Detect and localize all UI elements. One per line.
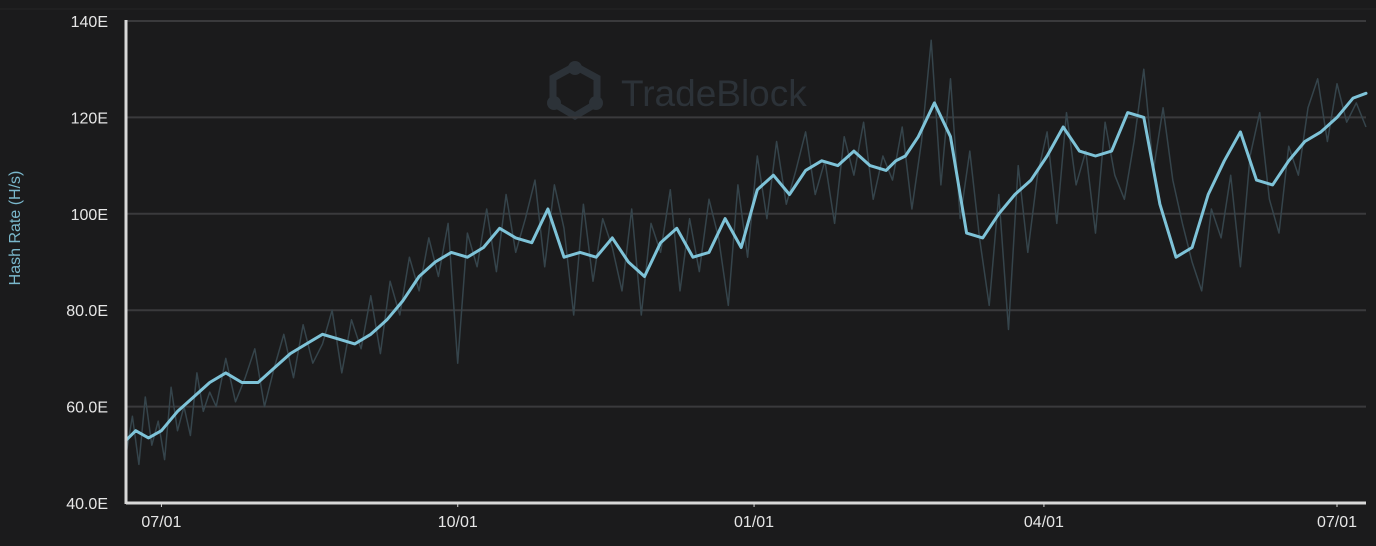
smoothed-hashrate-line bbox=[124, 91, 1368, 442]
axes bbox=[124, 20, 1366, 505]
y-tick-label: 60.0E bbox=[66, 400, 108, 417]
y-tick-label: 120E bbox=[71, 110, 108, 127]
x-tick-label: 07/01 bbox=[1317, 514, 1357, 531]
tradeblock-watermark: TradeBlock bbox=[547, 61, 807, 121]
y-tick-labels: 40.0E 60.0E 80.0E 100E 120E 140E bbox=[66, 14, 108, 513]
y-tick-label: 40.0E bbox=[66, 496, 108, 513]
tradeblock-logo-icon bbox=[547, 61, 603, 121]
smoothed-series bbox=[124, 91, 1368, 442]
y-axis-title: Hash Rate (H/s) bbox=[7, 171, 24, 286]
gridlines bbox=[126, 20, 1366, 408]
y-tick-label: 140E bbox=[71, 14, 108, 31]
x-tick-label: 07/01 bbox=[141, 514, 181, 531]
y-tick-label: 80.0E bbox=[66, 303, 108, 320]
x-tick-label: 01/01 bbox=[734, 514, 774, 531]
y-tick-label: 100E bbox=[71, 207, 108, 224]
x-tick-label: 10/01 bbox=[438, 514, 478, 531]
watermark-text: TradeBlock bbox=[621, 73, 807, 114]
x-tick-labels: 07/01 10/01 01/01 04/01 07/01 bbox=[141, 503, 1357, 531]
x-tick-label: 04/01 bbox=[1024, 514, 1064, 531]
